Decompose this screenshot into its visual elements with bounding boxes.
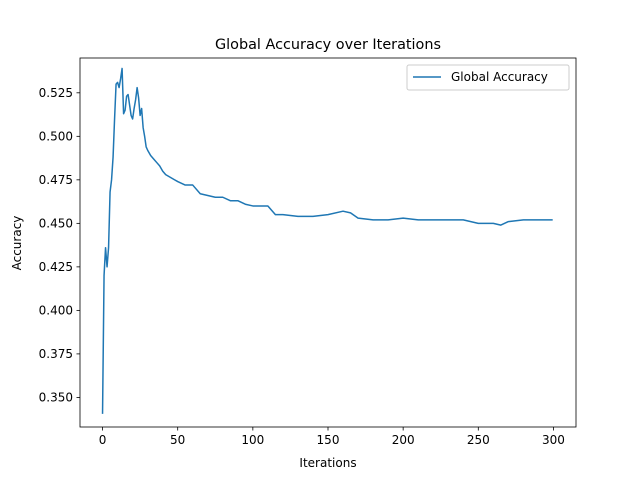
y-tick-label-3: 0.425 [39, 260, 73, 274]
y-tick-label-5: 0.475 [39, 173, 73, 187]
legend-box [406, 64, 570, 91]
chart-title: Global Accuracy over Iterations [215, 37, 441, 53]
series-line-0 [101, 67, 553, 414]
x-tick-label-3: 150 [317, 433, 340, 447]
x-tick-label-0: 0 [99, 433, 107, 447]
y-tick-label-4: 0.450 [39, 216, 73, 230]
y-tick-label-7: 0.525 [39, 86, 73, 100]
y-tick-label-2: 0.400 [39, 303, 73, 317]
y-tick-label-6: 0.500 [39, 129, 73, 143]
x-tick-label-2: 100 [241, 433, 264, 447]
y-tick-label-1: 0.375 [39, 347, 73, 361]
x-tick-label-6: 300 [542, 433, 565, 447]
legend: Global Accuracy [406, 64, 570, 91]
y-tick-label-0: 0.350 [39, 390, 73, 404]
x-tick-label-4: 200 [392, 433, 415, 447]
legend-label-0: Global Accuracy [451, 70, 548, 84]
x-axis-label: Iterations [299, 456, 356, 470]
y-axis-label: Accuracy [10, 216, 24, 271]
x-tick-label-5: 250 [467, 433, 490, 447]
x-tick-label-1: 50 [170, 433, 185, 447]
